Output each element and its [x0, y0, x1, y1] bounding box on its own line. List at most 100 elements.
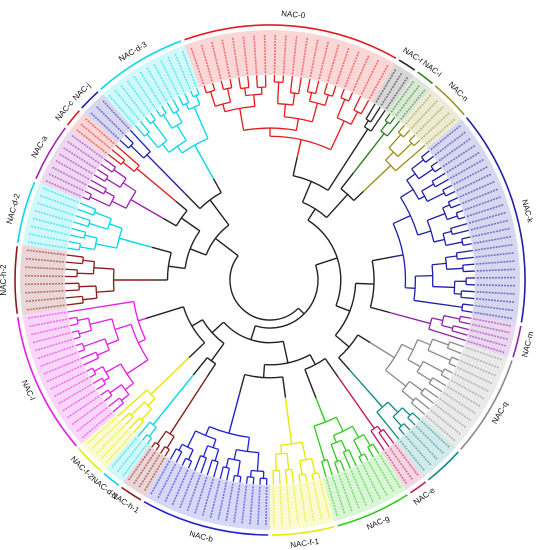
- branch: [130, 401, 145, 416]
- branch: [114, 323, 132, 331]
- backbone-branch: [309, 354, 316, 365]
- leaf-label-mark: [459, 180, 496, 198]
- branch: [448, 362, 457, 368]
- branch-arc: [451, 325, 454, 331]
- clade-stem: [362, 164, 392, 192]
- backbone-branch: [297, 307, 305, 315]
- branch: [89, 373, 97, 379]
- branch: [452, 229, 470, 236]
- branch: [244, 87, 247, 96]
- leaf-label-mark: [62, 146, 97, 170]
- clade-stem: [130, 199, 164, 220]
- leaf-label-mark: [442, 144, 477, 168]
- clade-arc-nac-d-3: [100, 40, 182, 90]
- branch: [161, 143, 170, 153]
- branch: [94, 211, 112, 220]
- leaf-label-mark: [394, 444, 420, 477]
- leaf-label-mark: [119, 84, 145, 117]
- leaf-label-mark: [113, 88, 140, 121]
- branch: [147, 397, 156, 406]
- branch: [332, 435, 337, 443]
- branch-arc: [87, 220, 91, 227]
- branch: [65, 268, 78, 271]
- leaf-label-mark: [70, 134, 104, 159]
- leaf-label-mark: [468, 211, 507, 224]
- clade-stem: [146, 154, 186, 195]
- branch: [401, 343, 414, 351]
- leaf-label-mark: [116, 441, 142, 474]
- leaf-label-mark: [312, 482, 323, 521]
- leaf-label-mark: [75, 128, 108, 154]
- branch: [137, 421, 151, 438]
- branch: [162, 114, 173, 129]
- branch: [428, 328, 467, 342]
- branch: [442, 204, 450, 209]
- branch: [67, 247, 80, 251]
- leaf-label-mark: [299, 484, 307, 524]
- leaf-label-mark: [415, 425, 445, 455]
- branch-arc: [77, 330, 81, 338]
- backbone-branch: [304, 369, 317, 399]
- branch: [232, 475, 236, 482]
- leaf-label-mark: [24, 266, 64, 270]
- branch: [456, 209, 464, 214]
- backbone-arc: [184, 230, 201, 269]
- branch: [195, 95, 201, 105]
- leaf-label-mark: [81, 412, 113, 439]
- leaf-label-mark: [465, 346, 503, 361]
- branch: [298, 77, 302, 94]
- clade-stem: [369, 341, 395, 359]
- branch: [458, 216, 466, 220]
- clade-arc-nac-l: [16, 317, 77, 447]
- branch: [128, 417, 140, 430]
- clade-arc-nac-f-1: [271, 525, 335, 536]
- branch: [418, 195, 425, 200]
- branch: [301, 442, 307, 460]
- branch: [313, 425, 326, 461]
- backbone-branch: [340, 172, 355, 190]
- branch: [121, 393, 130, 402]
- clade-label-nac-l: NAC-l: [20, 379, 37, 402]
- branch: [77, 208, 94, 216]
- leaf-label-mark: [61, 389, 96, 412]
- leaf-label-mark: [325, 478, 339, 517]
- branch: [213, 461, 219, 478]
- branch: [187, 430, 197, 448]
- branch-arc: [461, 238, 464, 246]
- leaf-label-mark: [306, 483, 315, 523]
- leaf-label-mark: [36, 345, 75, 360]
- branch: [187, 460, 193, 469]
- branch-arc: [446, 341, 451, 349]
- branch: [407, 417, 416, 426]
- backbone-branch: [282, 341, 289, 363]
- branch: [462, 263, 475, 266]
- clade-arc-nac-a: [35, 127, 66, 180]
- backbone-branch: [145, 306, 184, 320]
- branch: [75, 214, 91, 222]
- leaf-label-mark: [149, 460, 171, 496]
- backbone-branch: [211, 321, 225, 334]
- branch: [418, 168, 434, 180]
- branch-arc: [133, 165, 140, 172]
- leaf-label-mark: [53, 377, 89, 398]
- leaf-label-mark: [395, 84, 421, 117]
- branch: [148, 426, 157, 437]
- branch: [401, 407, 411, 416]
- leaf-label-mark: [272, 486, 275, 526]
- backbone-arc: [369, 260, 375, 308]
- branch: [441, 324, 453, 329]
- branch: [446, 215, 458, 221]
- branch: [175, 451, 183, 463]
- clade-arc-nac-n: [434, 85, 465, 116]
- leaf-label-mark: [156, 463, 177, 500]
- leaf-label-mark: [375, 68, 397, 103]
- leaf-label-mark: [368, 461, 389, 497]
- leaf-label-mark: [466, 203, 505, 218]
- branch: [226, 468, 230, 481]
- branch: [124, 134, 134, 144]
- branch-arc: [365, 118, 372, 123]
- clade-label-nac-f-2: NAC-f-2: [69, 454, 96, 481]
- branch: [233, 449, 237, 460]
- branch-arc: [385, 159, 397, 172]
- leaf-label-mark: [47, 172, 84, 192]
